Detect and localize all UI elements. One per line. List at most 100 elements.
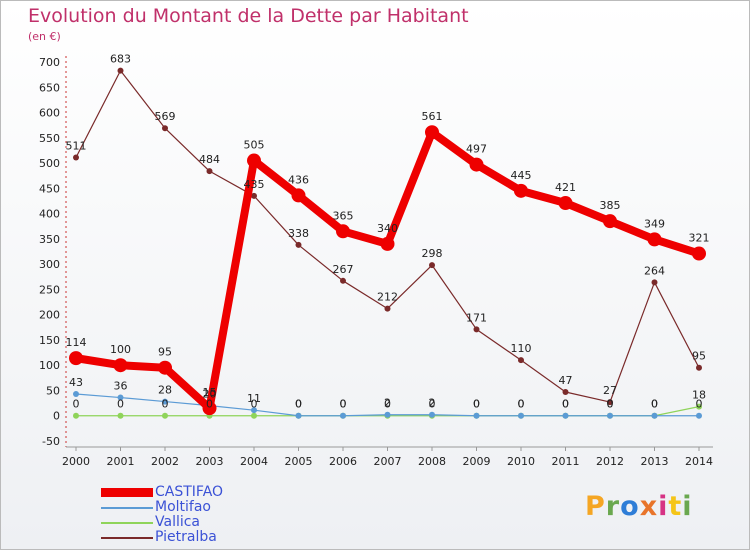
point-pietralba	[651, 279, 658, 286]
point-castifao	[469, 157, 484, 172]
point-moltifao	[518, 412, 524, 419]
axes: -500501001502002503003504004505005506006…	[39, 56, 713, 468]
point-castifao	[514, 183, 528, 198]
data-label-castifao: 561	[422, 110, 443, 123]
y-tick-label: 500	[39, 157, 60, 170]
data-label-moltifao: 0	[518, 398, 525, 411]
y-tick-label: 450	[39, 182, 60, 195]
point-pietralba	[206, 168, 213, 175]
data-label-castifao: 349	[644, 217, 665, 230]
point-moltifao	[117, 394, 124, 401]
data-label-castifao: 445	[511, 169, 532, 182]
point-castifao	[425, 125, 439, 140]
data-label-pietralba: 47	[559, 374, 573, 387]
y-tick-label: 150	[39, 334, 60, 347]
point-moltifao	[384, 411, 391, 418]
y-tick-label: 400	[39, 208, 60, 221]
x-tick-label: 2006	[329, 455, 357, 468]
data-label-castifao: 365	[333, 209, 354, 222]
series-layer	[69, 67, 706, 419]
data-label-castifao: 100	[110, 343, 131, 356]
data-label-moltifao: 2	[429, 397, 436, 410]
legend-swatch-castifao	[101, 488, 153, 497]
x-tick-label: 2000	[62, 455, 90, 468]
data-label-pietralba: 264	[644, 264, 665, 277]
x-tick-label: 2012	[596, 455, 624, 468]
point-moltifao	[73, 391, 79, 398]
x-tick-label: 2007	[374, 455, 402, 468]
data-label-pietralba: 267	[333, 263, 354, 276]
data-label-vallica: 0	[340, 398, 347, 411]
data-label-vallica: 0	[73, 398, 80, 411]
logo-letter: x	[639, 491, 659, 522]
point-castifao	[603, 214, 617, 229]
data-label-vallica: 0	[518, 398, 525, 411]
x-tick-label: 2004	[240, 455, 268, 468]
data-label-castifao: 114	[66, 336, 87, 349]
data-label-castifao: 421	[555, 181, 576, 194]
point-castifao	[158, 360, 172, 375]
point-pietralba	[117, 67, 124, 74]
data-label-castifao: 321	[689, 232, 710, 245]
point-pietralba	[295, 241, 302, 248]
data-label-pietralba: 212	[377, 291, 398, 304]
data-label-moltifao: 11	[247, 392, 261, 405]
y-tick-label: 350	[39, 233, 60, 246]
data-label-castifao: 436	[288, 173, 309, 186]
data-label-pietralba: 484	[199, 153, 220, 166]
data-label-castifao: 505	[244, 139, 265, 152]
point-moltifao	[429, 411, 435, 418]
point-moltifao	[162, 398, 168, 405]
data-label-pietralba: 27	[603, 384, 617, 397]
x-tick-label: 2005	[285, 455, 313, 468]
data-label-pietralba: 511	[66, 140, 87, 153]
point-pietralba	[73, 154, 79, 161]
data-label-moltifao: 0	[696, 398, 703, 411]
data-label-moltifao: 20	[203, 388, 217, 401]
point-vallica	[73, 412, 79, 419]
x-tick-label: 2008	[418, 455, 446, 468]
data-label-pietralba: 683	[110, 53, 131, 66]
point-vallica	[251, 412, 257, 419]
data-label-vallica: 18	[692, 389, 706, 402]
x-tick-label: 2009	[463, 455, 491, 468]
logo-letter: i	[658, 491, 669, 522]
data-label-pietralba: 435	[244, 178, 265, 191]
data-label-moltifao: 0	[295, 398, 302, 411]
logo-letter: i	[682, 491, 693, 522]
point-moltifao	[696, 412, 702, 419]
x-tick-label: 2014	[685, 455, 713, 468]
chart-subtitle: (en €)	[28, 30, 61, 43]
point-pietralba	[562, 388, 569, 395]
y-tick-label: 650	[39, 81, 60, 94]
data-label-moltifao: 0	[340, 398, 347, 411]
point-moltifao	[562, 412, 569, 419]
point-pietralba	[607, 399, 613, 406]
data-label-pietralba: 95	[692, 350, 706, 363]
point-castifao	[113, 358, 128, 373]
data-label-pietralba: 298	[422, 247, 443, 260]
point-castifao	[69, 351, 83, 366]
data-label-vallica: 0	[206, 398, 213, 411]
legend-swatch-moltifao	[101, 507, 153, 509]
data-label-vallica: 0	[295, 398, 302, 411]
point-pietralba	[429, 262, 435, 269]
data-label-moltifao: 2	[384, 397, 391, 410]
data-label-vallica: 0	[117, 398, 124, 411]
data-label-castifao: 15	[203, 386, 217, 399]
point-vallica	[696, 403, 702, 410]
point-moltifao	[607, 412, 613, 419]
data-label-pietralba: 569	[155, 110, 176, 123]
data-label-castifao: 385	[600, 199, 621, 212]
data-label-pietralba: 171	[466, 311, 487, 324]
y-tick-label: 100	[39, 359, 60, 372]
y-tick-label: 550	[39, 132, 60, 145]
legend-swatch-pietralba	[101, 537, 153, 539]
y-tick-label: 200	[39, 309, 60, 322]
data-label-vallica: 0	[429, 398, 436, 411]
data-label-moltifao: 0	[607, 398, 614, 411]
data-label-vallica: 0	[251, 398, 258, 411]
chart-title: Evolution du Montant de la Dette par Hab…	[28, 5, 469, 27]
